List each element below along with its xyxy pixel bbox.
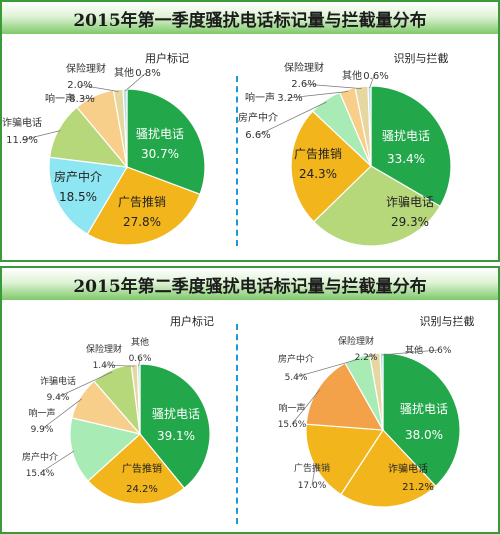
slice-label: 骚扰电话: [136, 127, 184, 141]
pie-chart-title: 识别与拦截: [420, 314, 475, 328]
pie-slice: [370, 85, 452, 208]
leader-line: [291, 389, 320, 425]
pie-slice: [69, 417, 142, 482]
leader-line: [39, 450, 75, 474]
pie-slice: [340, 429, 437, 508]
pie-slice: [305, 423, 385, 496]
leader-line: [365, 355, 376, 358]
leader-line: [79, 84, 119, 92]
pie-chart-title: 识别与拦截: [394, 51, 449, 65]
slice-label: 响一声: [278, 402, 305, 414]
slice-label: 广告推销: [122, 462, 162, 475]
slice-label: 骚扰电话: [152, 407, 200, 421]
slice-value-label: 11.9%: [6, 135, 38, 146]
leader-line: [303, 83, 362, 89]
leader-line: [41, 398, 83, 430]
pie-slice: [382, 352, 461, 487]
slice-value-label: 15.4%: [26, 469, 55, 479]
slice-value-label: 9.9%: [31, 425, 54, 435]
q2-banner-title: 2015年第二季度骚扰电话标记量与拦截量分布: [2, 268, 498, 300]
slice-label: 其他: [342, 69, 362, 82]
q1-divider: [236, 76, 238, 246]
pie-slice: [87, 433, 186, 505]
leader-line: [311, 463, 317, 486]
slice-label: 诈骗电话: [40, 375, 76, 387]
slice-value-label: 0.8%: [135, 68, 160, 79]
q2-panel: 2015年第二季度骚扰电话标记量与拦截量分布: [0, 266, 500, 534]
leader-line: [103, 364, 135, 367]
slice-value-label: 0.6%: [429, 346, 452, 356]
slice-value-label: 2.6%: [291, 79, 316, 90]
slice-value-label: 1.4%: [93, 361, 116, 371]
slice-value-label: 27.8%: [123, 215, 161, 229]
leader-line: [257, 101, 327, 136]
slice-value-label: 0.6%: [129, 354, 152, 364]
pie-slice: [139, 363, 211, 490]
slice-value-label: 39.1%: [157, 429, 195, 443]
leader-line: [57, 371, 113, 398]
leader-line: [21, 130, 61, 141]
slice-value-label: 2.2%: [355, 353, 378, 363]
slice-label: 其他: [405, 344, 423, 356]
q1-panel: 2015年第一季度骚扰电话标记量与拦截量分布: [0, 0, 500, 262]
slice-value-label: 3.2%: [277, 93, 302, 104]
slice-label: 响一声: [45, 92, 75, 105]
slice-value-label: 30.7%: [141, 147, 179, 161]
slice-label: 诈骗电话: [386, 194, 434, 209]
slice-label: 骚扰电话: [400, 402, 448, 416]
leader-line: [369, 75, 375, 89]
slice-value-label: 18.5%: [59, 190, 97, 204]
slice-label: 骚扰电话: [382, 129, 430, 143]
slice-label: 保险理财: [66, 62, 106, 75]
slice-value-label: 0.6%: [363, 71, 388, 82]
slice-label: 响一声: [245, 91, 275, 104]
pie-chart-title: 用户标记: [145, 51, 189, 65]
slice-label: 响一声: [28, 407, 55, 419]
slice-label: 广告推销: [294, 462, 330, 474]
pie-slice: [48, 156, 128, 235]
slice-value-label: 21.2%: [402, 482, 434, 493]
pie-slice: [367, 85, 372, 167]
slice-label: 房产中介: [22, 451, 58, 463]
slice-value-label: 38.0%: [405, 428, 443, 442]
slice-label: 房产中介: [278, 353, 314, 365]
slice-value-label: 2.0%: [67, 80, 92, 91]
slice-label: 其他: [131, 336, 149, 348]
pie-slice: [126, 88, 206, 196]
slice-value-label: 17.0%: [298, 481, 327, 491]
leader-line: [295, 359, 358, 378]
pie-slice: [290, 110, 372, 223]
slice-label: 房产中介: [54, 169, 102, 184]
pie-slice: [305, 362, 385, 431]
pie-slice: [379, 352, 384, 431]
slice-label: 保险理财: [86, 343, 122, 355]
slice-label: 诈骗电话: [388, 462, 428, 475]
slice-value-label: 5.4%: [285, 373, 308, 383]
q2-divider: [236, 324, 238, 524]
leader-line: [287, 91, 348, 99]
slice-value-label: 24.2%: [126, 484, 158, 495]
slice-label: 广告推销: [118, 195, 166, 209]
slice-label: 保险理财: [338, 335, 374, 347]
slice-value-label: 33.4%: [387, 152, 425, 166]
slice-label: 其他: [114, 66, 134, 79]
slice-value-label: 29.3%: [391, 215, 429, 229]
slice-label: 广告推销: [294, 147, 342, 161]
slice-label: 诈骗电话: [2, 116, 42, 129]
q1-banner-title: 2015年第一季度骚扰电话标记量与拦截量分布: [2, 2, 498, 34]
slice-value-label: 15.6%: [278, 420, 307, 430]
slice-value-label: 9.4%: [47, 393, 70, 403]
slice-label: 保险理财: [284, 61, 324, 74]
leader-line: [138, 357, 141, 367]
slice-value-label: 8.3%: [69, 94, 94, 105]
leader-line: [79, 97, 95, 100]
leader-line: [124, 72, 147, 92]
pie-chart-title: 用户标记: [170, 314, 214, 328]
slice-value-label: 6.6%: [245, 130, 270, 141]
slice-value-label: 24.3%: [299, 167, 337, 181]
slice-label: 房产中介: [238, 111, 278, 124]
leader-line: [381, 349, 439, 356]
pie-slice: [312, 165, 441, 247]
